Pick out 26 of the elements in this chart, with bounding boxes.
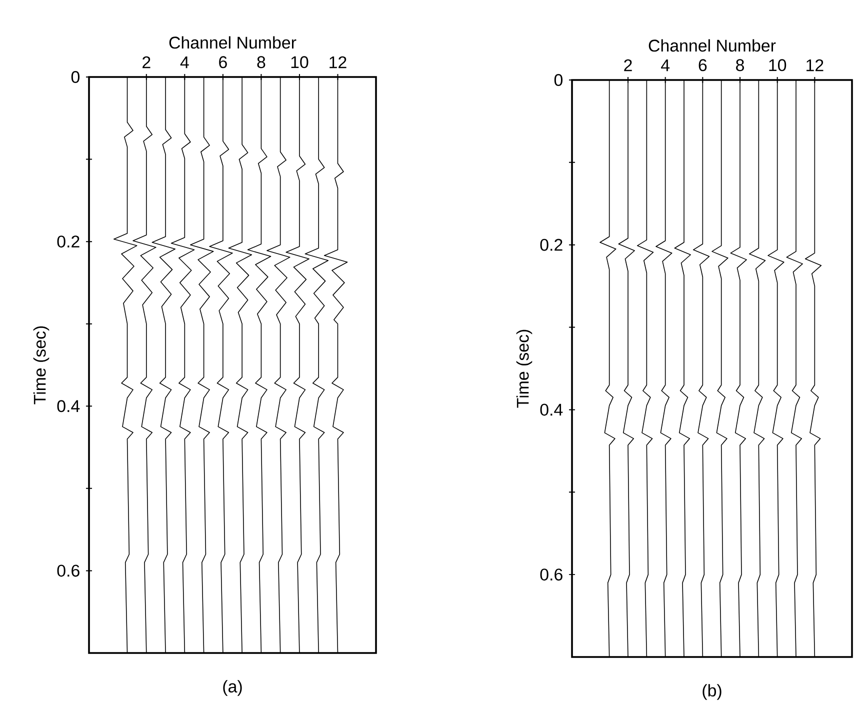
text: (b) bbox=[702, 684, 722, 700]
y-tick-label: 0.6 bbox=[540, 568, 562, 581]
x-tick-label: 8 bbox=[257, 56, 266, 68]
y-tick-label: 0.4 bbox=[540, 404, 563, 416]
x-tick-label: 10 bbox=[769, 59, 786, 72]
text: (a) bbox=[223, 680, 242, 696]
y-tick-label: 0 bbox=[71, 71, 80, 84]
y-tick-label: 0.2 bbox=[57, 236, 80, 248]
y-tick-label: 0.6 bbox=[57, 564, 80, 577]
x-tick-label: 6 bbox=[219, 56, 227, 68]
x-tick-label: 12 bbox=[330, 56, 346, 68]
x-axis-title: Channel Number bbox=[169, 36, 296, 49]
x-tick-label: 12 bbox=[806, 60, 824, 72]
x-tick-label: 8 bbox=[736, 59, 744, 72]
x-tick-label: 10 bbox=[291, 56, 308, 68]
x-tick-label: 6 bbox=[698, 59, 707, 72]
x-tick-label: 2 bbox=[142, 56, 150, 68]
y-tick-label: 0.4 bbox=[57, 400, 80, 412]
y-axis-title: Time (sec) bbox=[33, 326, 50, 405]
x-tick-label: 4 bbox=[180, 56, 189, 68]
x-tick-label: 4 bbox=[661, 60, 670, 72]
y-tick-label: 0.2 bbox=[540, 239, 562, 252]
x-axis-title: Channel Number bbox=[648, 39, 776, 52]
x-tick-label: 2 bbox=[624, 60, 632, 72]
y-tick-label: 0 bbox=[554, 74, 563, 86]
y-axis-title: Time (sec) bbox=[516, 330, 532, 408]
